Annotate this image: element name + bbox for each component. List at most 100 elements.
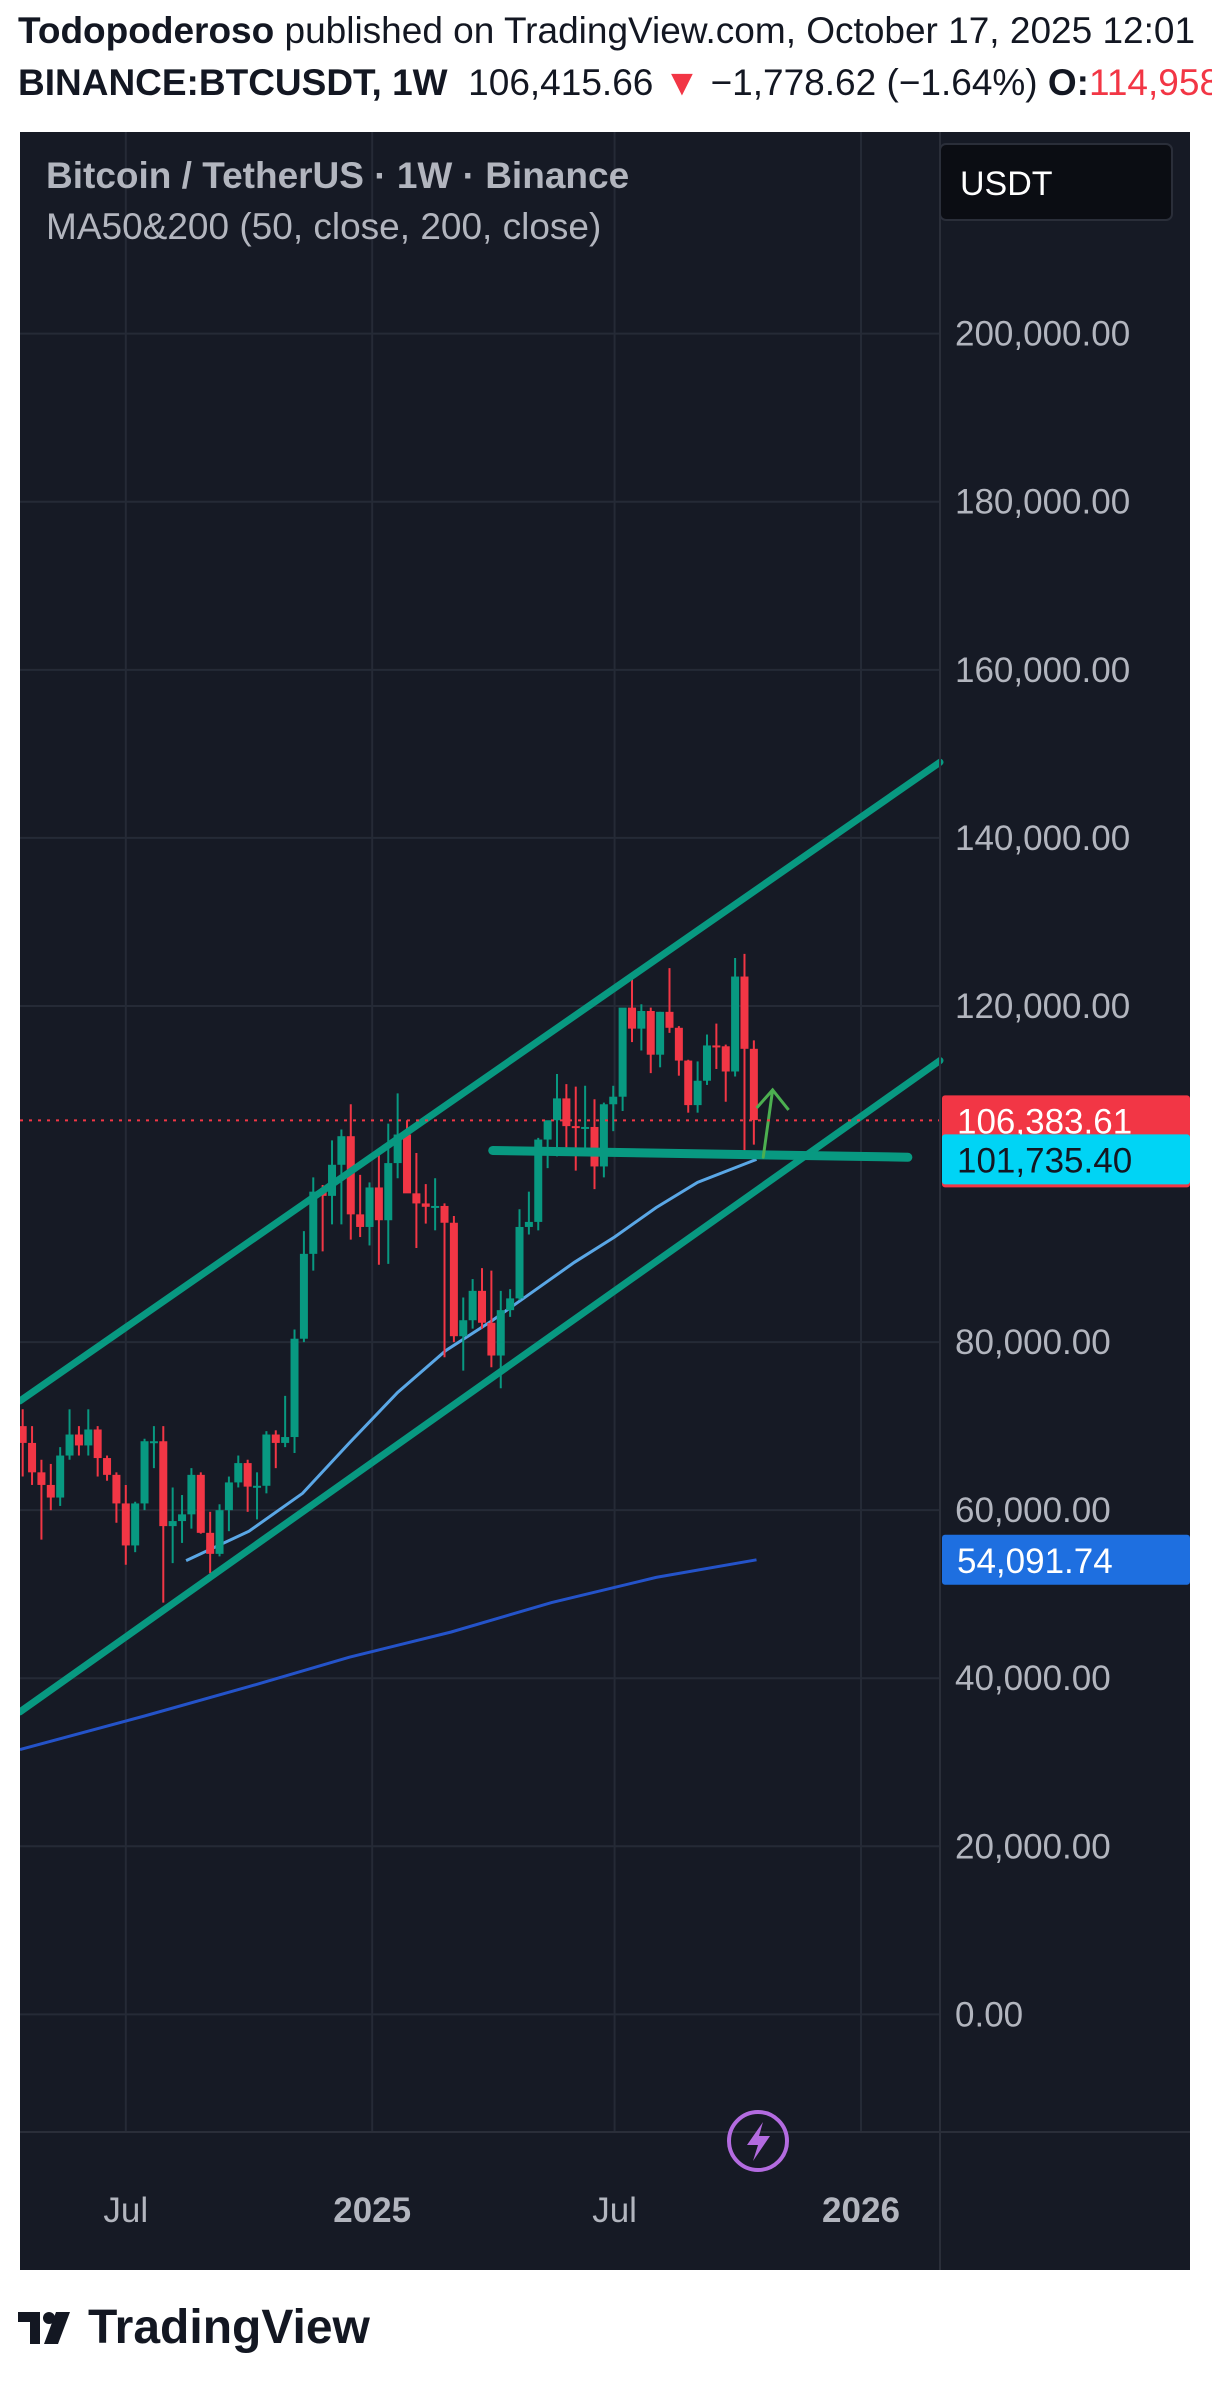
candle-body <box>721 1046 730 1072</box>
candle <box>702 1034 711 1085</box>
candle <box>721 1044 730 1102</box>
candle-body <box>262 1434 271 1486</box>
candle-body <box>365 1187 374 1227</box>
down-arrow-icon: ▼ <box>663 62 701 103</box>
candle-body <box>168 1521 177 1527</box>
candle-body <box>253 1485 262 1488</box>
candle <box>374 1151 383 1265</box>
candle-body <box>196 1474 205 1533</box>
candle-body <box>749 1048 758 1121</box>
candle-body <box>440 1205 449 1223</box>
candle <box>28 1426 37 1485</box>
candle-body <box>646 1010 655 1055</box>
candle-body <box>234 1463 243 1483</box>
price-change: −1,778.62 (−1.64%) <box>710 62 1038 103</box>
candle-body <box>46 1484 55 1498</box>
candle-body <box>412 1193 421 1204</box>
candle <box>262 1431 271 1494</box>
x-tick-label: 2025 <box>333 2191 411 2230</box>
y-tick-label: 160,000.00 <box>955 651 1130 690</box>
candle-body <box>374 1187 383 1221</box>
candle-body <box>20 1426 27 1443</box>
candle-body <box>590 1126 599 1167</box>
candle-body <box>627 1007 636 1029</box>
candle-body <box>206 1532 215 1554</box>
price-badge: 101,735.40 <box>942 1134 1190 1185</box>
candle <box>159 1426 168 1603</box>
candle-body <box>178 1514 187 1522</box>
symbol-label: BINANCE:BTCUSDT, 1W <box>18 62 448 103</box>
symbol-line: BINANCE:BTCUSDT, 1W 106,415.66 ▼ −1,778.… <box>18 62 1212 104</box>
candle-body <box>637 1010 646 1029</box>
candle <box>215 1504 224 1557</box>
candle <box>627 979 636 1043</box>
candle-body <box>159 1441 168 1527</box>
candle-body <box>393 1134 402 1164</box>
candle <box>524 1191 533 1235</box>
candle-body <box>112 1474 121 1504</box>
candle <box>356 1174 365 1238</box>
ma200-path <box>20 1558 757 1752</box>
candle <box>65 1409 74 1460</box>
candle-body <box>384 1163 393 1221</box>
grid <box>20 132 940 2132</box>
candle <box>693 1061 702 1113</box>
candle <box>271 1430 280 1469</box>
author-name[interactable]: Todopoderoso <box>18 10 275 51</box>
candle <box>440 1203 449 1358</box>
tradingview-logo[interactable]: TradingView <box>18 2300 370 2355</box>
price-chart[interactable]: 200,000.00 180,000.00 160,000.00 140,000.00… <box>20 132 1190 2270</box>
candle-body <box>487 1322 496 1356</box>
candle <box>637 1004 646 1051</box>
candle-body <box>215 1510 224 1554</box>
candle <box>581 1085 590 1153</box>
candle <box>740 953 749 1158</box>
lightning-icon[interactable] <box>727 2110 789 2172</box>
candle-body <box>243 1463 252 1487</box>
candle-body <box>84 1429 93 1446</box>
drawings <box>20 758 944 1716</box>
price-badge-label: 101,735.40 <box>957 1141 1132 1180</box>
candle-body <box>693 1080 702 1106</box>
candle <box>478 1268 487 1329</box>
candle-body <box>93 1429 102 1459</box>
x-tick-label: Jul <box>592 2191 637 2230</box>
candle <box>674 1026 683 1076</box>
candle-body <box>356 1214 365 1227</box>
candle-body <box>609 1096 618 1105</box>
candle <box>515 1209 524 1301</box>
candle <box>56 1447 65 1506</box>
candle <box>553 1074 562 1157</box>
candle <box>149 1426 158 1469</box>
open-value: 114,958 <box>1089 62 1212 103</box>
y-tick-label: 80,000.00 <box>955 1323 1111 1362</box>
channel-upper-line <box>20 758 944 1405</box>
y-tick-label: 40,000.00 <box>955 1659 1111 1698</box>
candle <box>599 1102 608 1178</box>
candle <box>299 1231 308 1343</box>
candle-body <box>674 1027 683 1061</box>
chart-panel[interactable]: 200,000.00 180,000.00 160,000.00 140,000.00… <box>20 132 1190 2270</box>
candle-body <box>553 1098 562 1121</box>
candle-body <box>103 1458 112 1475</box>
candle-body <box>403 1134 412 1194</box>
candle-body <box>421 1203 430 1207</box>
candle-body <box>712 1045 721 1048</box>
candle <box>571 1086 580 1171</box>
currency-button[interactable]: USDT <box>939 143 1173 221</box>
candle <box>618 1007 627 1111</box>
candle <box>468 1279 477 1329</box>
candle-body <box>299 1253 308 1339</box>
candle-body <box>74 1434 83 1446</box>
candle <box>590 1099 599 1190</box>
candle-body <box>665 1011 674 1028</box>
arrow-head <box>755 1087 790 1111</box>
arrow-shaft <box>761 1088 775 1159</box>
x-tick-label: 2026 <box>822 2191 900 2230</box>
candle-body <box>309 1191 318 1254</box>
open-label: O: <box>1047 62 1090 103</box>
brand-name: TradingView <box>88 2301 370 2354</box>
x-axis: Jul 2025 Jul 2026 <box>20 132 1190 2270</box>
legend-indicator: MA50&200 (50, close, 200, close) <box>46 206 601 247</box>
